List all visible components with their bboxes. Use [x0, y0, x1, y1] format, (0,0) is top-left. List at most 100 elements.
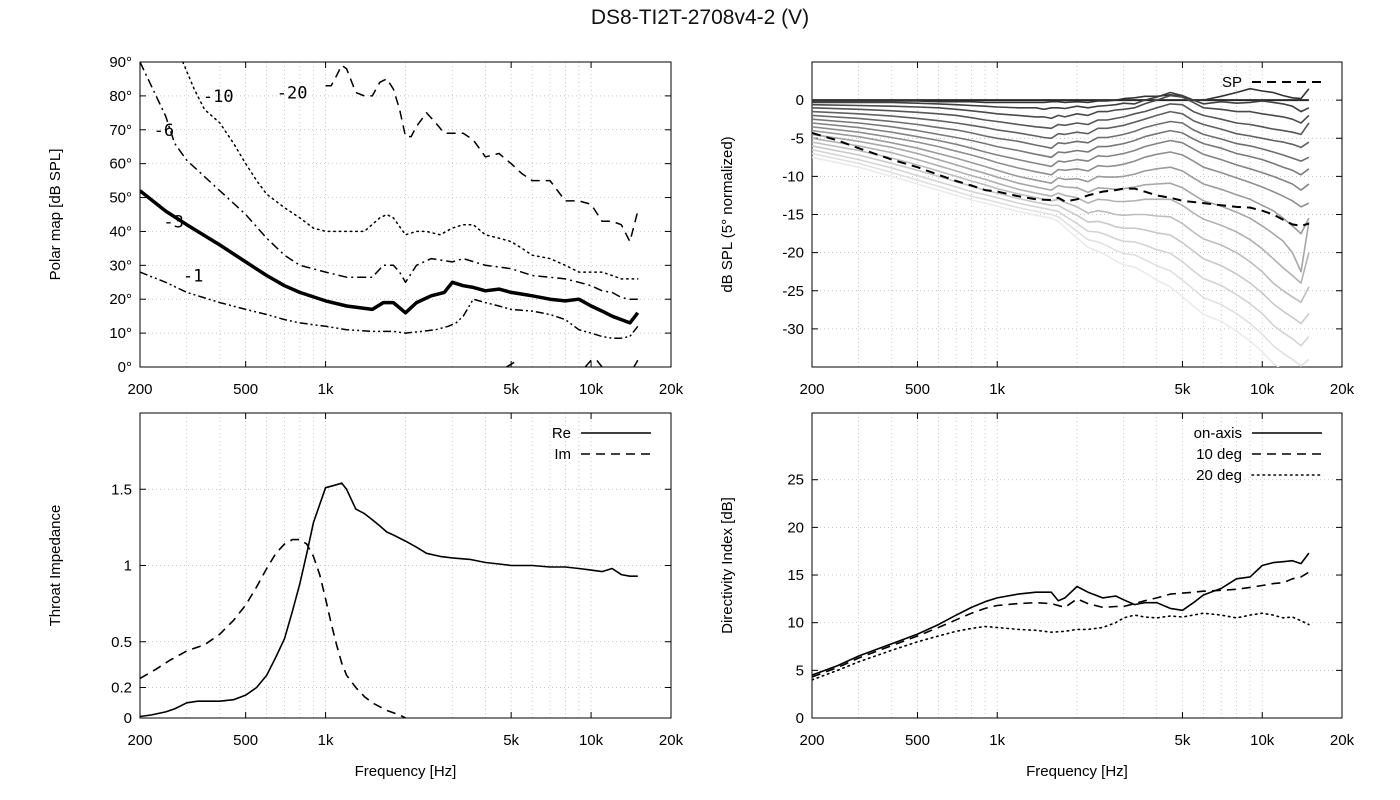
- angle-curve: [812, 156, 1280, 367]
- sp-curve: [812, 131, 1310, 227]
- legend-label: Re: [552, 425, 571, 442]
- plot-area: [812, 87, 1310, 367]
- y-tick-label: 50°: [109, 190, 132, 207]
- x-tick-label: 5k: [503, 381, 519, 398]
- y-tick-label: 40°: [109, 223, 132, 240]
- y-tick-label: 0.5: [111, 634, 132, 651]
- panel-impedance: 200 500 1k 5k 10k 20k 0 0.2 0.5 1 1.5 Throat Impeda…: [47, 412, 684, 780]
- angle-curve: [812, 129, 1310, 235]
- x-tick-label: 200: [799, 381, 824, 398]
- y-tick-label: 90°: [109, 54, 132, 71]
- y-tick-label: -10: [782, 168, 804, 185]
- x-tick-label: 500: [905, 732, 930, 749]
- y-tick-label: 0.2: [111, 680, 132, 697]
- y-tick-label: 1: [124, 558, 132, 575]
- legend-label: 10 deg: [1196, 446, 1242, 463]
- angle-curve: [812, 152, 1310, 367]
- contour-label: -10: [203, 87, 234, 107]
- y-tick-label: 80°: [109, 88, 132, 105]
- y-tick-label: 60°: [109, 156, 132, 173]
- x-tick-label: 20k: [659, 732, 684, 749]
- angle-curve: [812, 118, 1310, 176]
- y-tick-label: 70°: [109, 122, 132, 139]
- x-tick-label: 10k: [1250, 732, 1275, 749]
- series-on-axis: [812, 552, 1310, 676]
- x-tick-label: 500: [905, 381, 930, 398]
- contour-label: -6: [154, 121, 174, 141]
- y-tick-label: -15: [782, 207, 804, 224]
- y-axis-label: dB SPL (5° normalized): [719, 136, 736, 292]
- angle-curve: [812, 103, 1310, 136]
- x-tick-label: 5k: [1175, 381, 1191, 398]
- series-im: [140, 538, 406, 718]
- plot-frame: [811, 412, 1343, 719]
- contour-20fragmenta: [506, 359, 519, 367]
- x-tick-label: 5k: [503, 732, 519, 749]
- y-tick-label: 5: [796, 662, 804, 679]
- y-tick-label: 1.5: [111, 481, 132, 498]
- x-tick-label: 500: [233, 381, 258, 398]
- y-tick-label: 15: [787, 567, 804, 584]
- angle-curve: [812, 126, 1310, 208]
- angle-curve: [812, 122, 1310, 191]
- angle-curve: [812, 110, 1310, 149]
- angle-curve: [812, 137, 1310, 284]
- y-tick-label: 20°: [109, 291, 132, 308]
- y-tick-label: 10: [787, 615, 804, 632]
- y-axis-label: Throat Impedance: [47, 505, 64, 627]
- y-tick-label: -20: [782, 245, 804, 262]
- x-tick-label: 10k: [579, 381, 604, 398]
- contour-6: [140, 62, 638, 300]
- x-tick-label: 10k: [1250, 381, 1275, 398]
- y-tick-label: 0: [124, 710, 132, 727]
- contour-label: -1: [183, 267, 203, 287]
- plot-area: [140, 62, 640, 367]
- x-tick-label: 1k: [989, 732, 1005, 749]
- y-tick-label: -30: [782, 321, 804, 338]
- series-10-deg: [812, 571, 1310, 678]
- x-tick-label: 20k: [1330, 381, 1355, 398]
- y-axis-label: Directivity Index [dB]: [719, 497, 736, 634]
- series-re: [140, 482, 638, 718]
- x-tick-label: 1k: [318, 381, 334, 398]
- x-tick-label: 200: [127, 732, 152, 749]
- x-tick-label: 1k: [989, 381, 1005, 398]
- angle-curve: [812, 141, 1310, 304]
- y-tick-label: 25: [787, 472, 804, 489]
- y-tick-label: -25: [782, 283, 804, 300]
- panel-polar: 200 500 1k 5k 10k 20k 0° 10° 20° 30° 40° 50° 60° 70° 8…: [47, 54, 684, 398]
- panel-normalized: 200 500 1k 5k 10k 20k 0 -5 -10 -15 -20 -25 -30 dB SPL…: [719, 61, 1355, 398]
- legend-label: SP: [1222, 74, 1242, 91]
- x-tick-label: 10k: [579, 732, 604, 749]
- x-tick-label: 5k: [1175, 732, 1191, 749]
- series-20-deg: [812, 612, 1310, 681]
- contour-20: [325, 64, 639, 243]
- angle-curve: [812, 145, 1310, 325]
- contour-1: [140, 271, 639, 339]
- contour-20fragmentb: [584, 359, 603, 367]
- plot-area: [812, 552, 1310, 681]
- legend-label: 20 deg: [1196, 467, 1242, 484]
- y-tick-label: 0: [796, 710, 804, 727]
- contour-label: -20: [277, 84, 308, 104]
- panel-di: 200 500 1k 5k 10k 20k 0 5 10 15 20 25 Directivity In…: [719, 412, 1355, 780]
- legend-label: Im: [554, 446, 571, 463]
- y-tick-label: 0°: [118, 359, 132, 376]
- x-tick-label: 20k: [1330, 732, 1355, 749]
- y-tick-label: -5: [791, 130, 804, 147]
- angle-curve: [812, 114, 1310, 162]
- x-tick-label: 200: [799, 732, 824, 749]
- angle-curve: [812, 133, 1310, 273]
- angle-curve: [812, 94, 1310, 124]
- angle-curve: [812, 91, 1310, 113]
- figure-title: DS8-TI2T-2708v4-2 (V): [590, 6, 810, 29]
- contour-10: [182, 62, 639, 280]
- y-tick-label: 30°: [109, 257, 132, 274]
- x-axis-label: Frequency [Hz]: [355, 763, 457, 780]
- legend-label: on-axis: [1194, 425, 1242, 442]
- angle-curve: [812, 148, 1310, 347]
- y-tick-label: 10°: [109, 325, 132, 342]
- y-tick-label: 20: [787, 519, 804, 536]
